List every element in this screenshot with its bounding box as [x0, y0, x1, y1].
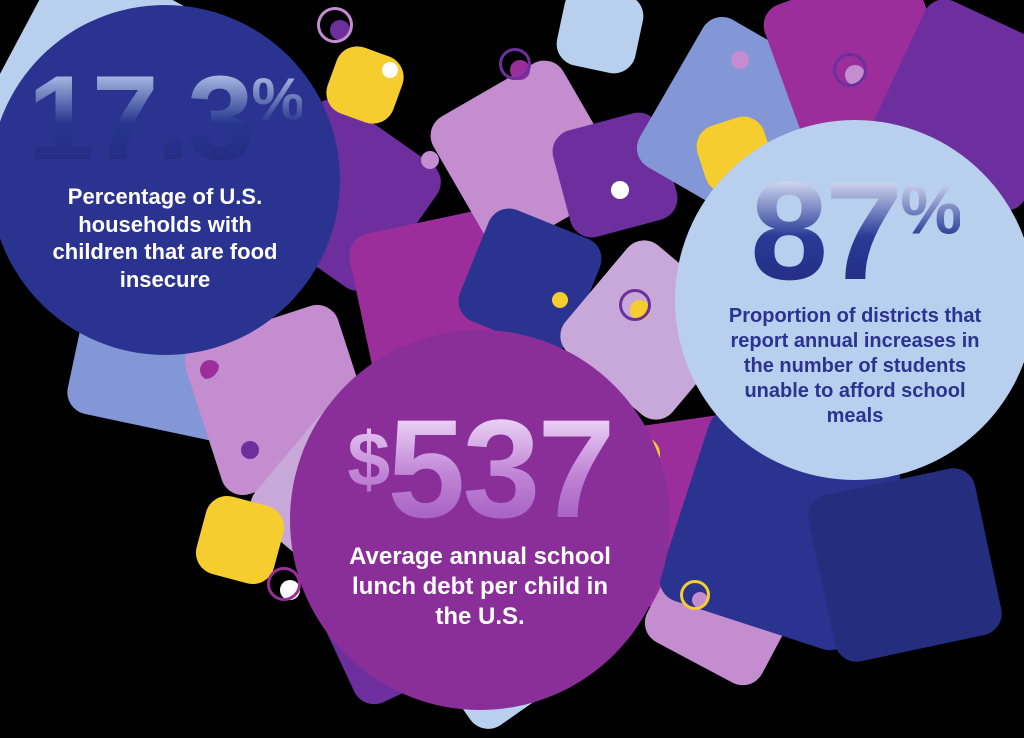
stat-desc: Percentage of U.S. households with child… [35, 183, 295, 293]
stat-food-insecure: 17.3% Percentage of U.S. households with … [0, 5, 340, 355]
stat-districts: 87% Proportion of districts that report a… [675, 120, 1024, 480]
stat-lunch-debt: $537 Average annual school lunch debt per… [290, 330, 670, 710]
stats-layer: 17.3% Percentage of U.S. households with … [0, 0, 1024, 717]
stat-number: $537 [347, 409, 612, 528]
stat-desc: Average annual school lunch debt per chi… [340, 542, 620, 632]
stat-desc: Proportion of districts that report annu… [715, 304, 995, 429]
stat-number: 87% [750, 171, 960, 290]
stat-number: 17.3% [28, 67, 303, 169]
